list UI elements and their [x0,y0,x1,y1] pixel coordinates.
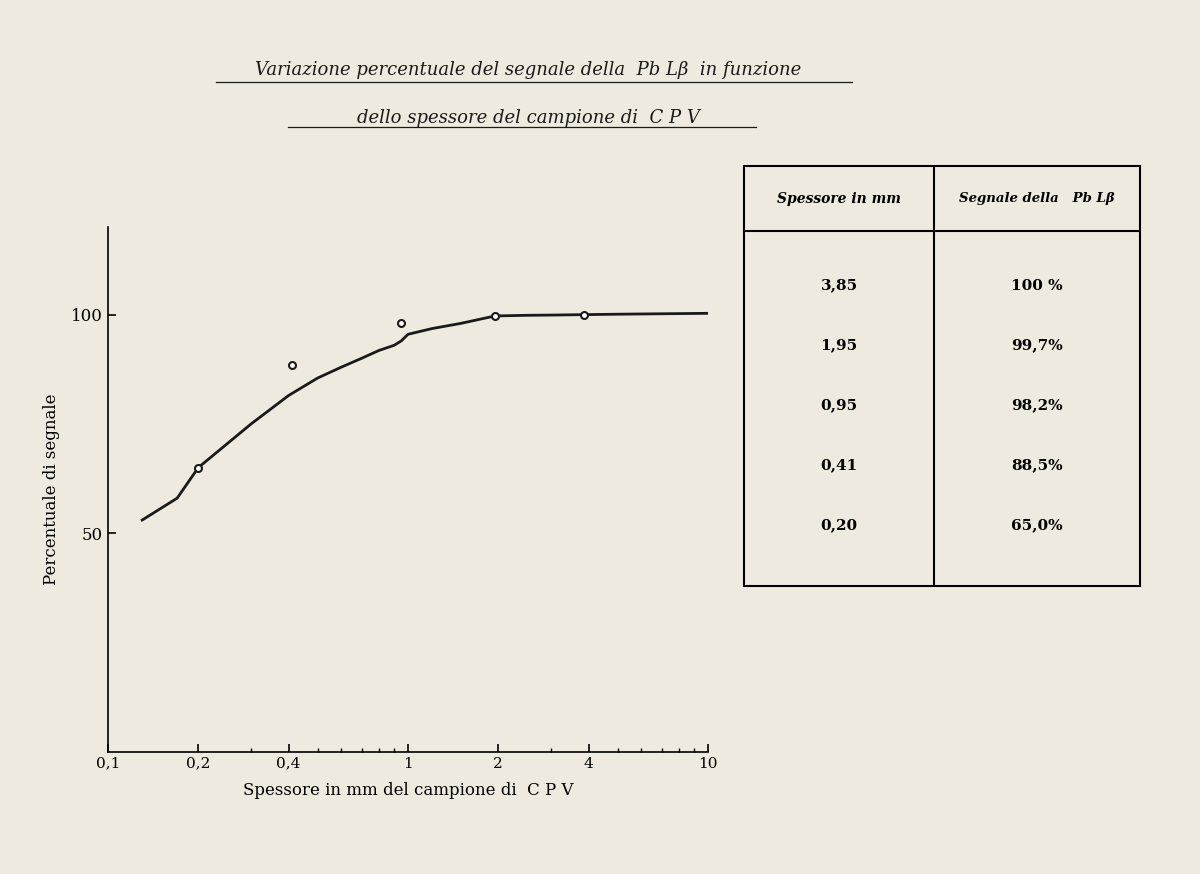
X-axis label: Spessore in mm del campione di  C P V: Spessore in mm del campione di C P V [242,781,574,799]
Text: dello spessore del campione di  C P V: dello spessore del campione di C P V [356,109,700,128]
Text: 0,95: 0,95 [821,399,858,413]
Text: Variazione percentuale del segnale della  Pb Lβ  in funzione: Variazione percentuale del segnale della… [254,61,802,80]
Text: 3,85: 3,85 [821,279,858,293]
Text: 65,0%: 65,0% [1012,518,1063,532]
Y-axis label: Percentuale di segnale: Percentuale di segnale [43,393,60,586]
Text: 100 %: 100 % [1012,279,1063,293]
Text: 99,7%: 99,7% [1012,338,1063,352]
Text: Spessore in mm: Spessore in mm [778,191,901,205]
Text: 0,20: 0,20 [821,518,858,532]
Text: 0,41: 0,41 [821,459,858,473]
Text: 98,2%: 98,2% [1012,399,1063,413]
Text: 88,5%: 88,5% [1012,459,1063,473]
Text: 1,95: 1,95 [821,338,858,352]
Text: Segnale della   Pb Lβ: Segnale della Pb Lβ [959,192,1115,205]
